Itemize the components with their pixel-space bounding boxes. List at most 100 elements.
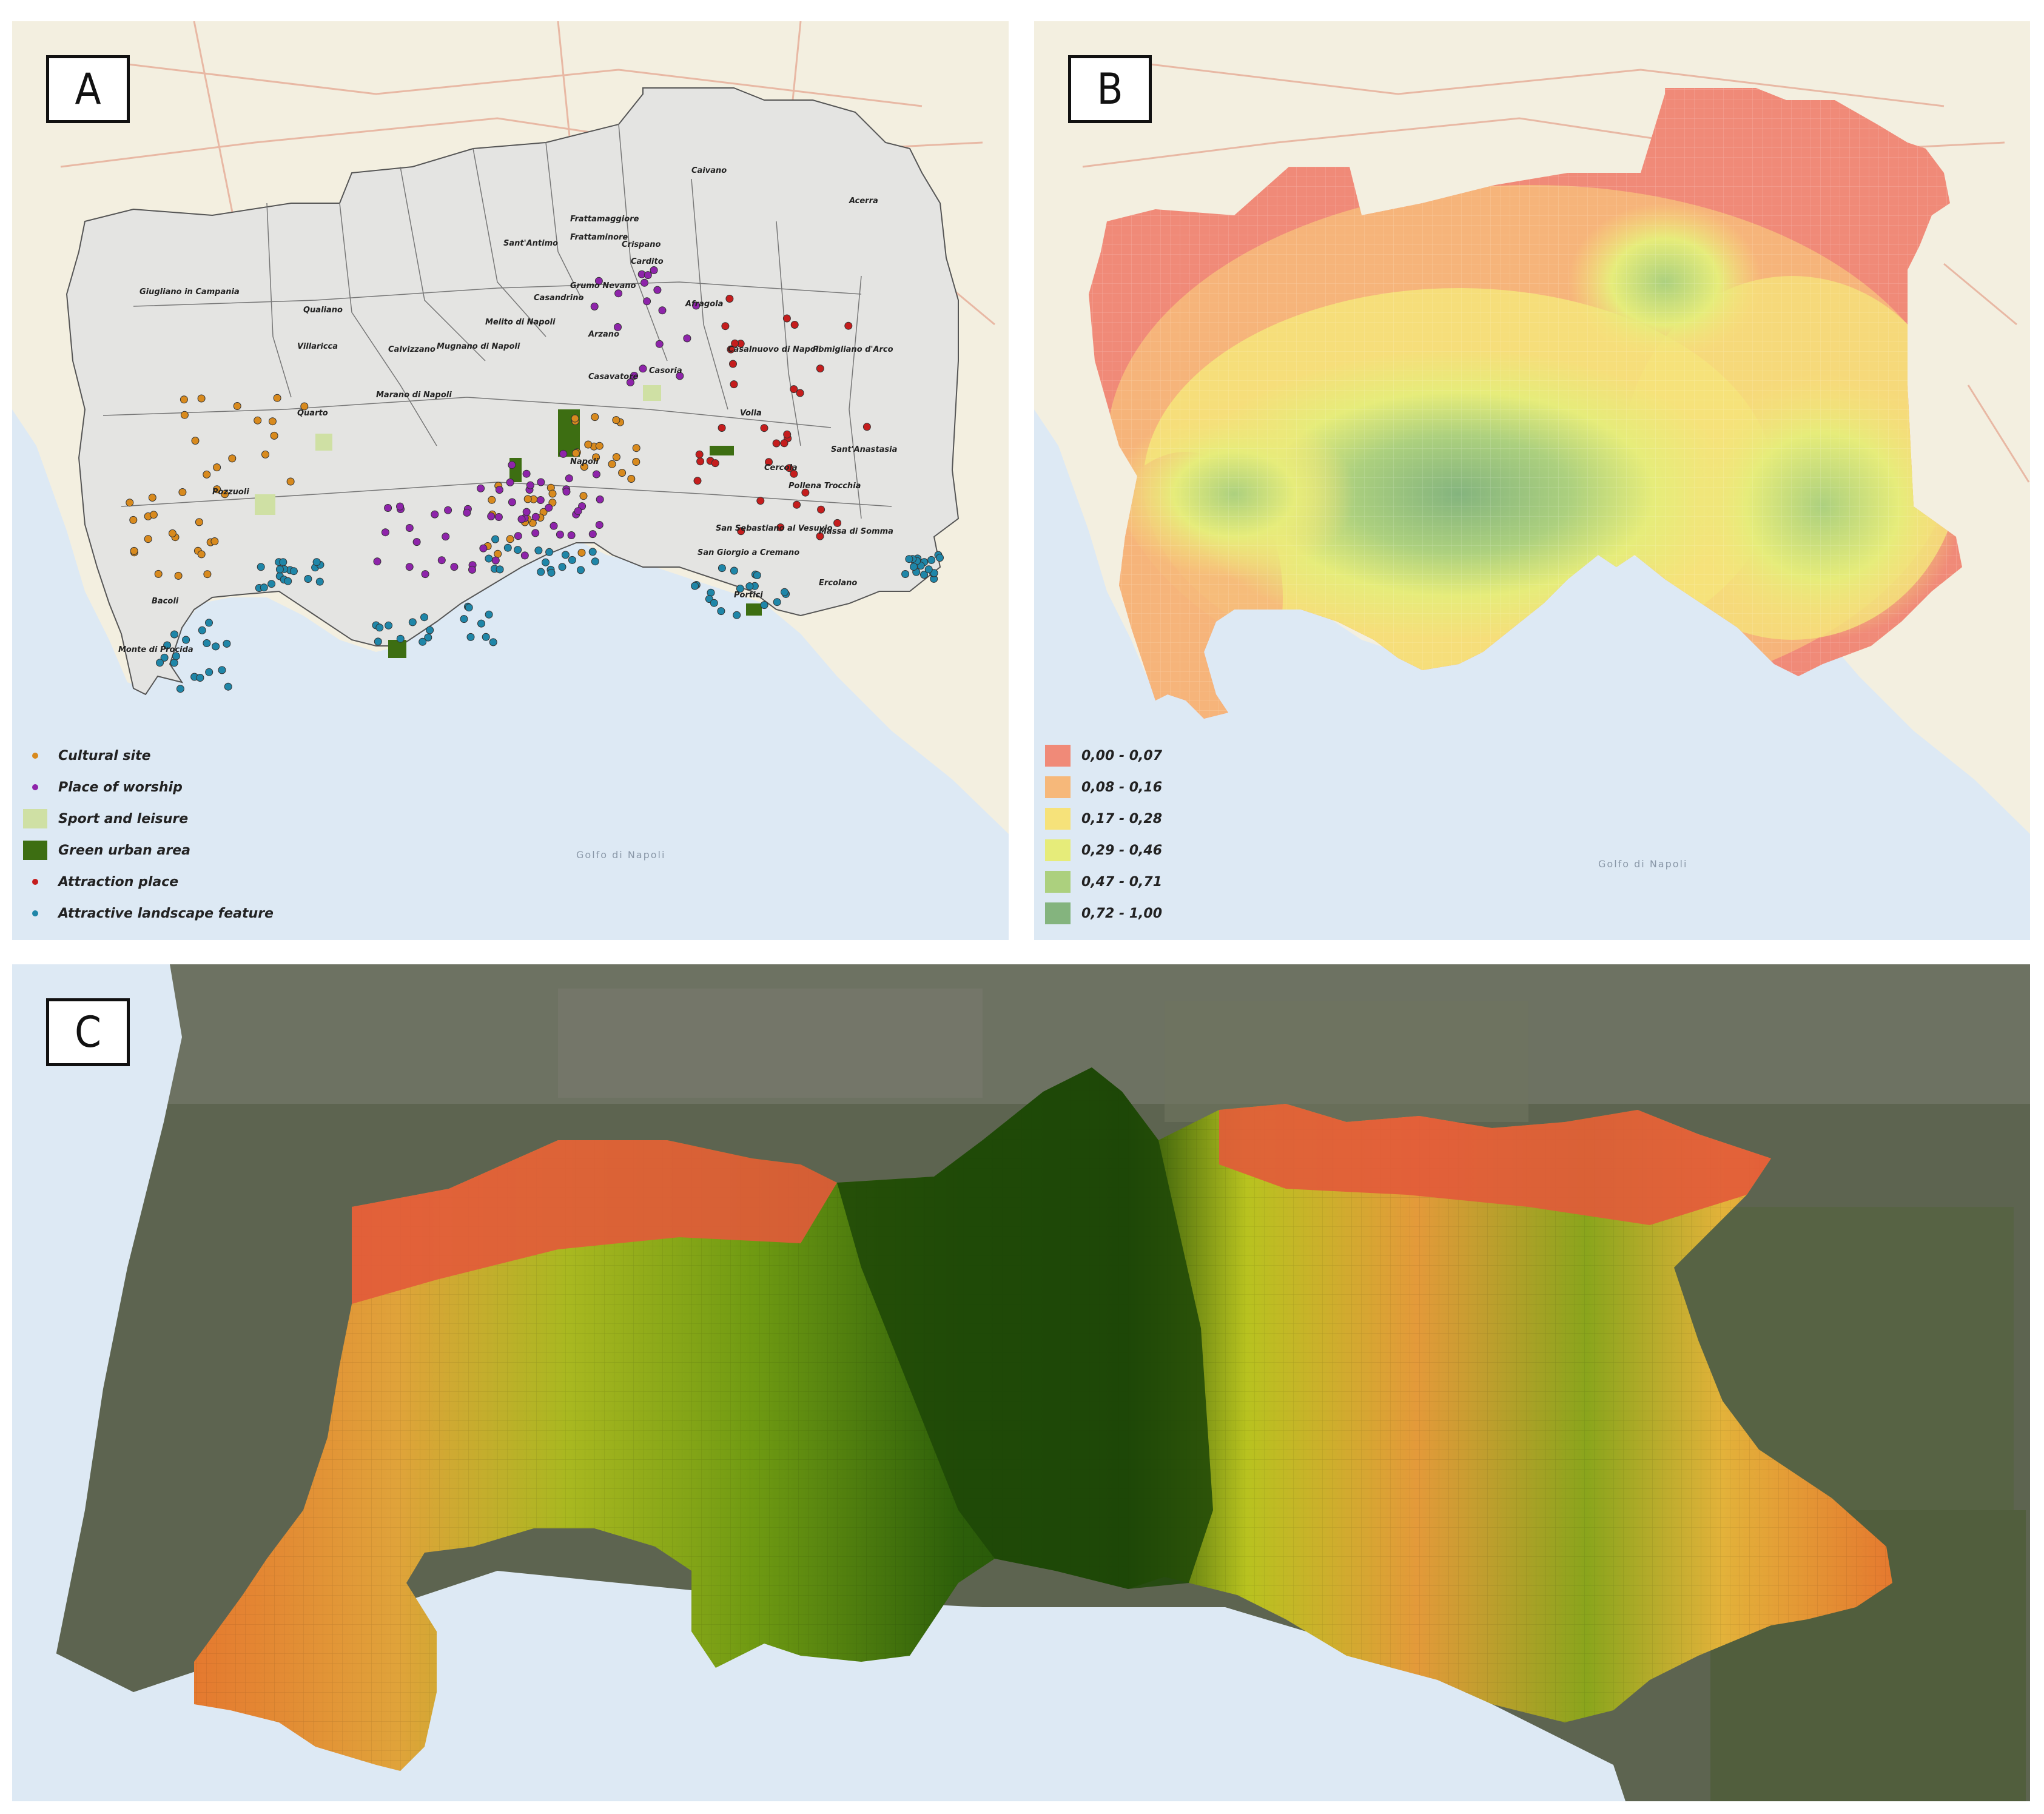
place-of-worship-marker bbox=[508, 461, 516, 469]
landscape-feature-marker bbox=[930, 569, 938, 577]
cultural-site-marker bbox=[506, 535, 514, 543]
place-of-worship-marker bbox=[442, 532, 450, 541]
place-of-worship-marker bbox=[32, 784, 38, 790]
cultural-site-marker bbox=[213, 463, 221, 472]
place-label: Grumo Nevano bbox=[570, 281, 636, 291]
landscape-feature-marker bbox=[182, 636, 190, 644]
legend-item: Cultural site bbox=[23, 740, 274, 771]
landscape-feature-marker bbox=[542, 558, 550, 566]
landscape-feature-marker bbox=[920, 571, 928, 579]
place-of-worship-marker bbox=[437, 556, 446, 565]
cultural-site-marker bbox=[210, 537, 219, 545]
landscape-feature-marker bbox=[489, 638, 497, 647]
place-label: Sant'Antimo bbox=[503, 239, 558, 248]
place-of-worship-marker bbox=[550, 522, 558, 530]
place-of-worship-marker bbox=[565, 474, 573, 483]
attraction-place-marker bbox=[693, 477, 702, 485]
legend-item: 0,00 - 0,07 bbox=[1045, 740, 1162, 771]
landscape-feature-marker bbox=[203, 639, 211, 647]
place-of-worship-marker bbox=[658, 306, 667, 315]
attraction-place-marker bbox=[796, 389, 804, 397]
place-of-worship-marker bbox=[595, 521, 603, 529]
satellite-texture bbox=[12, 964, 2030, 1801]
cultural-site-marker bbox=[523, 495, 532, 503]
cultural-site-marker bbox=[592, 453, 600, 462]
landscape-feature-marker bbox=[419, 637, 427, 646]
attraction-place-marker bbox=[862, 423, 871, 431]
attraction-place-marker bbox=[695, 450, 704, 459]
legend-label: Green urban area bbox=[58, 842, 190, 858]
place-label: Mugnano di Napoli bbox=[437, 342, 520, 351]
cultural-site-marker bbox=[627, 475, 636, 483]
cultural-site-marker bbox=[612, 416, 620, 425]
place-of-worship-marker bbox=[405, 524, 414, 532]
place-of-worship-marker bbox=[526, 481, 534, 489]
place-of-worship-marker bbox=[594, 277, 603, 285]
legend-label: 0,00 - 0,07 bbox=[1081, 748, 1163, 764]
cultural-site-marker bbox=[221, 490, 229, 499]
landscape-feature-marker bbox=[160, 653, 169, 662]
low-value-ridge-east bbox=[1219, 1104, 1771, 1225]
place-of-worship-marker bbox=[596, 495, 604, 503]
attraction-place-marker bbox=[844, 321, 853, 330]
landscape-feature-marker bbox=[558, 563, 566, 571]
legend-label: Sport and leisure bbox=[58, 811, 189, 827]
cultural-site-marker bbox=[577, 548, 586, 557]
cultural-site-marker bbox=[126, 499, 134, 507]
place-labels: Giugliano in Campania Qualiano Villaricc… bbox=[118, 166, 897, 654]
landscape-feature-marker bbox=[485, 610, 493, 619]
attraction-place-marker bbox=[790, 385, 798, 394]
panel-c-label: C bbox=[46, 998, 130, 1066]
place-of-worship-marker bbox=[655, 340, 664, 348]
attraction-place-marker bbox=[817, 505, 825, 514]
place-of-worship-marker bbox=[405, 563, 414, 571]
place-of-worship-marker bbox=[545, 503, 553, 512]
place-label: Sant'Anastasia bbox=[831, 445, 897, 454]
class-6-swatch bbox=[1045, 902, 1071, 924]
landscape-feature-marker bbox=[284, 577, 292, 585]
landscape-feature-marker bbox=[279, 558, 287, 566]
landscape-feature-marker bbox=[176, 685, 184, 693]
place-of-worship-marker bbox=[487, 512, 496, 520]
cultural-site-marker bbox=[254, 416, 262, 425]
place-of-worship-marker bbox=[506, 478, 514, 486]
legend-label: 0,47 - 0,71 bbox=[1081, 874, 1163, 890]
legend-item: 0,47 - 0,71 bbox=[1045, 866, 1162, 898]
place-label: Crispano bbox=[622, 240, 661, 249]
legend-label: Attraction place bbox=[58, 874, 179, 890]
place-of-worship-marker bbox=[567, 531, 576, 539]
place-label: Frattaminore bbox=[570, 233, 628, 242]
class-4-swatch bbox=[1045, 839, 1071, 861]
landscape-feature-marker bbox=[218, 666, 226, 674]
attraction-place-marker bbox=[785, 464, 793, 472]
cultural-site-marker bbox=[180, 411, 189, 419]
landscape-feature-marker bbox=[32, 910, 38, 916]
landscape-feature-marker bbox=[710, 599, 718, 607]
place-of-worship-marker bbox=[683, 334, 691, 343]
attraction-place-marker bbox=[782, 314, 791, 323]
place-of-worship-marker bbox=[444, 506, 452, 514]
place-label: Marano di Napoli bbox=[376, 391, 452, 400]
legend-item: Sport and leisure bbox=[23, 803, 274, 835]
place-label: Cardito bbox=[631, 257, 664, 266]
landscape-feature-marker bbox=[491, 535, 500, 543]
landscape-feature-marker bbox=[503, 543, 512, 552]
green-urban-area-swatch bbox=[23, 841, 47, 860]
attraction-place-marker bbox=[718, 424, 726, 432]
landscape-feature-marker bbox=[304, 575, 312, 583]
place-label: Acerra bbox=[849, 197, 878, 206]
place-label: Bacoli bbox=[152, 597, 179, 606]
landscape-feature-marker bbox=[927, 556, 936, 564]
legend-label: 0,72 - 1,00 bbox=[1081, 905, 1163, 921]
attraction-place-marker bbox=[790, 321, 799, 329]
sea-label: Golfo di Napoli bbox=[1598, 858, 1687, 870]
landscape-feature-marker bbox=[760, 601, 768, 610]
landscape-feature-marker bbox=[315, 577, 324, 586]
legend-label: 0,08 - 0,16 bbox=[1081, 779, 1163, 795]
place-of-worship-marker bbox=[536, 496, 545, 504]
landscape-feature-marker bbox=[577, 566, 585, 574]
study-area bbox=[66, 87, 960, 696]
place-label: Frattamaggiore bbox=[570, 215, 639, 224]
landscape-feature-marker bbox=[460, 615, 468, 623]
cultural-site-marker bbox=[268, 417, 277, 426]
